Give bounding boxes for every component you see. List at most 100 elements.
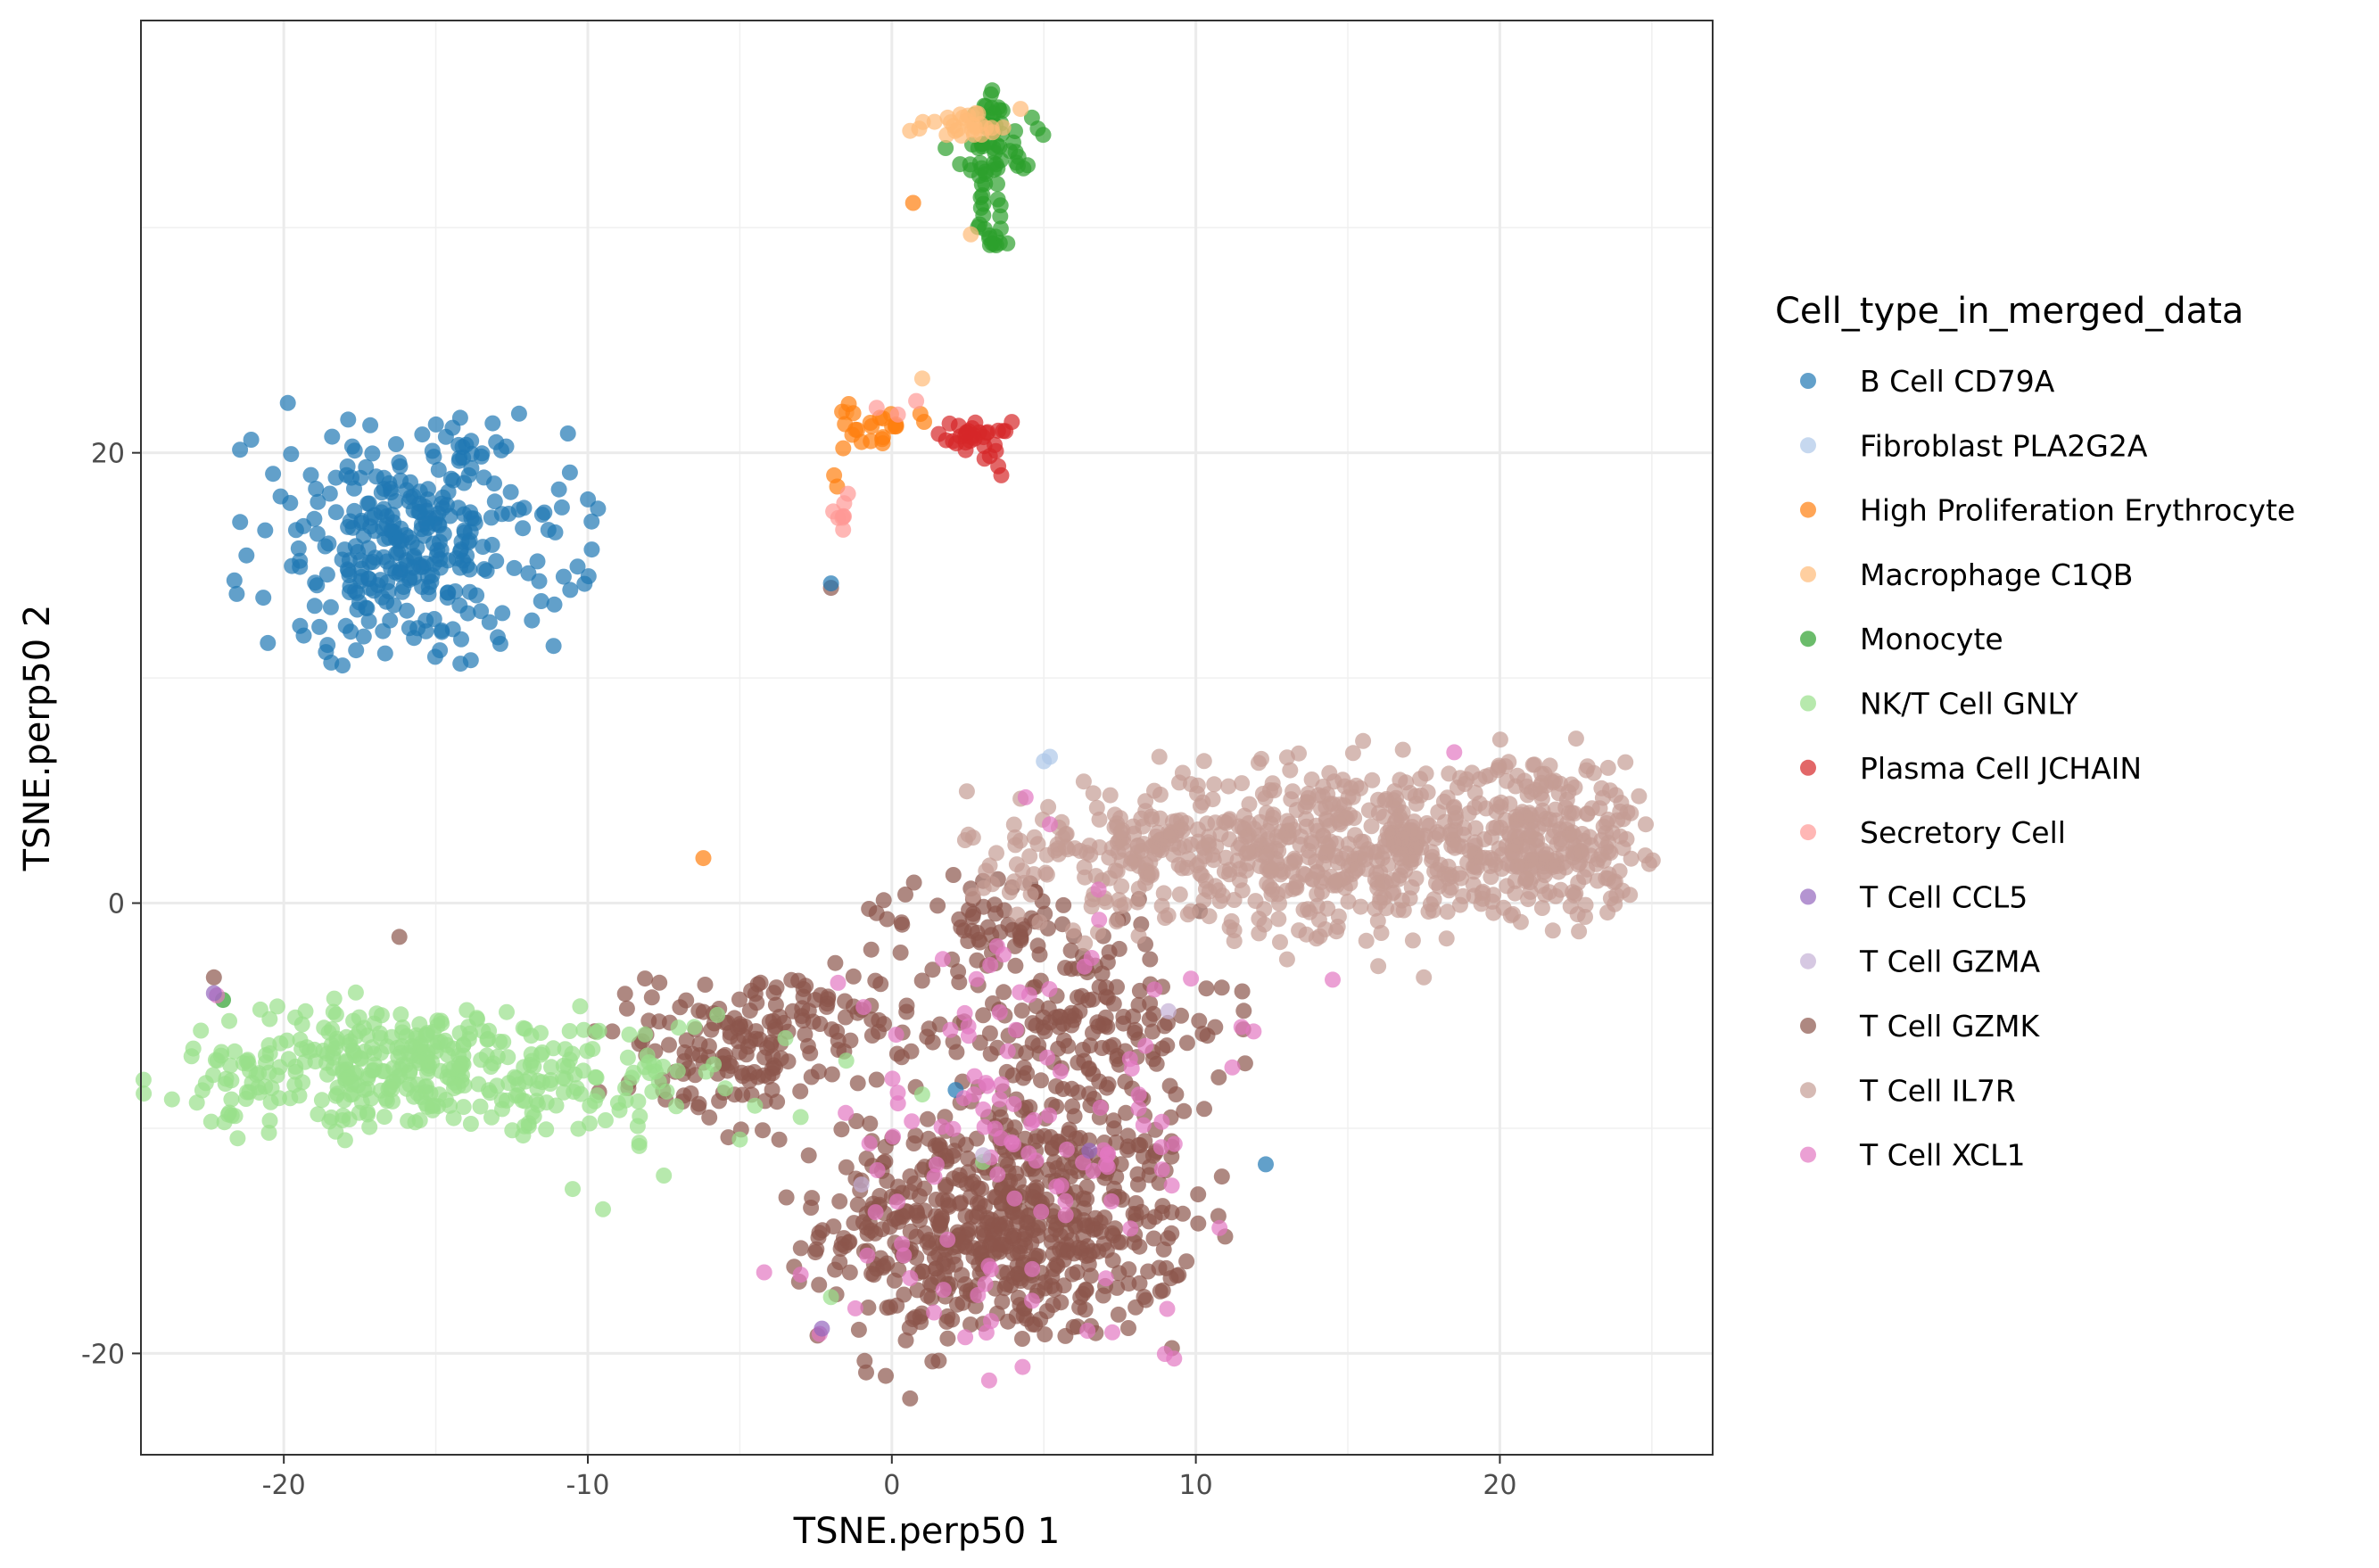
data-point bbox=[1231, 871, 1248, 888]
data-point bbox=[1615, 811, 1631, 828]
data-point bbox=[792, 1240, 809, 1257]
data-point bbox=[1483, 869, 1499, 886]
data-point bbox=[341, 1069, 358, 1085]
data-point bbox=[463, 445, 480, 462]
legend-key bbox=[1800, 1082, 1816, 1099]
data-point bbox=[1622, 887, 1639, 904]
plot-panel bbox=[135, 20, 1714, 1456]
data-point bbox=[1236, 821, 1253, 838]
data-point bbox=[1153, 1204, 1170, 1221]
data-point bbox=[425, 556, 442, 573]
data-point bbox=[1017, 788, 1034, 805]
data-point bbox=[1166, 1135, 1183, 1152]
data-point bbox=[376, 531, 393, 548]
data-point bbox=[1057, 1193, 1074, 1209]
data-point bbox=[988, 845, 1004, 862]
data-point bbox=[845, 405, 862, 422]
data-point bbox=[629, 1118, 646, 1135]
data-point bbox=[1251, 911, 1268, 928]
data-point bbox=[678, 1032, 695, 1049]
data-point bbox=[989, 1166, 1006, 1183]
data-point bbox=[1005, 1095, 1022, 1112]
data-point bbox=[882, 1299, 898, 1316]
data-point bbox=[1261, 879, 1278, 895]
data-point bbox=[533, 507, 550, 524]
data-point bbox=[964, 829, 981, 846]
data-point bbox=[886, 1272, 903, 1289]
data-point bbox=[205, 1067, 222, 1084]
data-point bbox=[868, 400, 885, 417]
data-point bbox=[1311, 928, 1328, 945]
data-point bbox=[462, 1116, 479, 1132]
data-point bbox=[1042, 816, 1058, 833]
data-point bbox=[1316, 870, 1333, 887]
data-point bbox=[1562, 898, 1579, 915]
data-point bbox=[1183, 970, 1200, 987]
data-point bbox=[1132, 1137, 1149, 1153]
data-point bbox=[1315, 828, 1332, 845]
data-point bbox=[390, 544, 407, 561]
data-point bbox=[995, 946, 1012, 963]
data-point bbox=[975, 1101, 992, 1118]
data-point bbox=[1233, 1019, 1250, 1036]
data-point bbox=[1544, 859, 1561, 875]
data-point bbox=[983, 1313, 999, 1330]
data-point bbox=[969, 952, 986, 969]
data-point bbox=[1113, 878, 1130, 895]
data-point bbox=[335, 1107, 351, 1124]
data-point bbox=[452, 1058, 469, 1074]
data-point bbox=[783, 971, 800, 988]
data-point bbox=[1344, 745, 1361, 762]
data-point bbox=[1085, 785, 1102, 802]
data-point bbox=[257, 1078, 274, 1095]
data-point bbox=[924, 1353, 941, 1370]
series-fibroblast-pla2g2a bbox=[1036, 748, 1058, 770]
y-tick-label: 0 bbox=[108, 889, 125, 920]
data-point bbox=[1438, 930, 1455, 947]
data-point bbox=[260, 1125, 277, 1141]
data-point bbox=[311, 618, 328, 635]
data-point bbox=[1509, 857, 1526, 874]
data-point bbox=[1404, 932, 1421, 949]
data-point bbox=[1116, 896, 1133, 913]
data-point bbox=[1090, 881, 1107, 898]
data-point bbox=[984, 82, 1001, 99]
data-point bbox=[376, 1109, 392, 1126]
data-point bbox=[555, 568, 572, 585]
data-point bbox=[810, 1063, 827, 1080]
data-point bbox=[898, 997, 915, 1014]
data-point bbox=[914, 1263, 931, 1280]
data-point bbox=[1446, 744, 1463, 761]
data-point bbox=[1239, 843, 1256, 860]
data-point bbox=[1020, 1145, 1037, 1162]
data-point bbox=[999, 1043, 1016, 1060]
data-point bbox=[1388, 812, 1405, 829]
legend-label: T Cell GZMA bbox=[1859, 945, 2040, 979]
legend-key bbox=[1800, 888, 1816, 905]
data-point bbox=[369, 577, 386, 594]
data-point bbox=[302, 466, 319, 483]
data-point bbox=[1129, 894, 1146, 911]
data-point bbox=[1161, 1077, 1178, 1094]
data-point bbox=[1065, 1011, 1082, 1028]
data-point bbox=[359, 1027, 376, 1044]
data-point bbox=[306, 510, 323, 527]
data-point bbox=[383, 480, 399, 497]
data-point bbox=[355, 628, 372, 645]
data-point bbox=[1482, 850, 1499, 866]
data-point bbox=[429, 1012, 446, 1029]
data-point bbox=[1140, 1263, 1157, 1280]
data-point bbox=[618, 1000, 635, 1017]
data-point bbox=[1014, 1358, 1031, 1375]
data-point bbox=[1367, 900, 1384, 917]
y-axis-ticks: -20 0 20 bbox=[81, 439, 141, 1370]
data-point bbox=[1271, 895, 1287, 912]
data-point bbox=[1142, 951, 1159, 968]
data-point bbox=[1419, 784, 1436, 801]
data-point bbox=[1127, 1024, 1143, 1041]
data-point bbox=[517, 1073, 533, 1090]
data-point bbox=[906, 1175, 923, 1192]
data-point bbox=[329, 1085, 346, 1102]
data-point bbox=[1573, 843, 1590, 860]
data-point bbox=[1198, 980, 1215, 997]
